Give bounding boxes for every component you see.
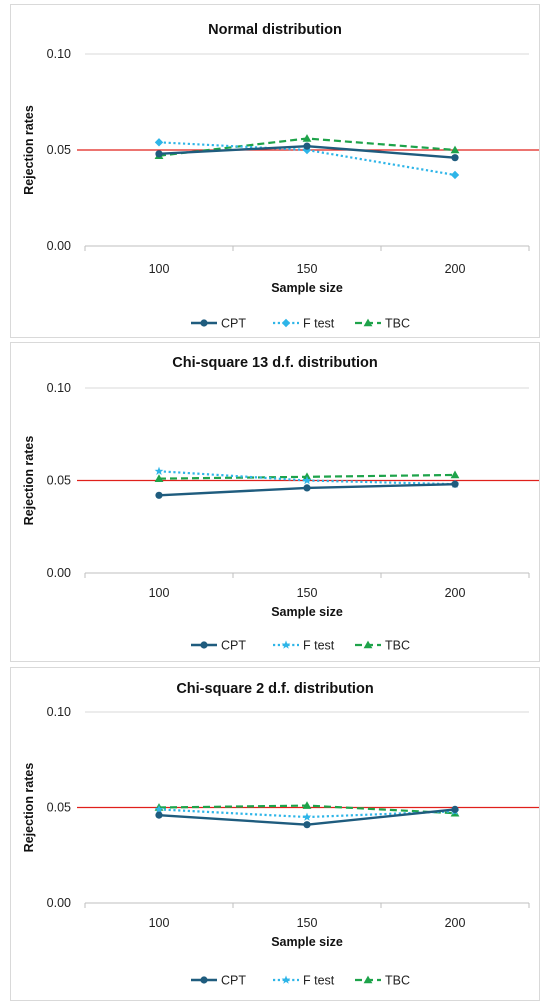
legend: CPT F test TBC xyxy=(191,639,410,653)
y-tick-label: 0.00 xyxy=(47,566,71,580)
legend-label: TBC xyxy=(385,974,410,988)
data-point xyxy=(451,154,459,162)
x-tick-label: 150 xyxy=(297,586,318,600)
legend-marker xyxy=(363,318,373,327)
data-point xyxy=(302,145,312,155)
y-tick-label: 0.05 xyxy=(47,801,71,815)
legend-label: CPT xyxy=(221,317,246,331)
legend-label: CPT xyxy=(221,639,246,653)
legend-item: CPT xyxy=(191,974,246,988)
y-tick-label: 0.05 xyxy=(47,474,71,488)
legend-item: TBC xyxy=(355,317,410,331)
legend-marker xyxy=(281,318,291,328)
data-point xyxy=(451,805,459,814)
series-f-test xyxy=(154,138,460,180)
legend-item: CPT xyxy=(191,639,246,653)
data-point xyxy=(303,484,311,492)
x-tick-label: 150 xyxy=(297,262,318,276)
legend-label: F test xyxy=(303,639,335,653)
chart-panel-chi2: Chi-square 2 d.f. distribution 0.00 0.05 0.… xyxy=(10,667,540,1001)
legend-item: TBC xyxy=(355,974,410,988)
data-point xyxy=(302,134,312,142)
legend: CPT F test TBC xyxy=(191,317,410,331)
legend-marker xyxy=(281,975,291,984)
y-axis-title: Rejection rates xyxy=(22,105,36,195)
legend: CPT F test TBC xyxy=(191,974,410,988)
legend-label: F test xyxy=(303,317,335,331)
data-point xyxy=(302,812,312,821)
data-point xyxy=(154,466,164,475)
data-point xyxy=(302,801,312,809)
data-point xyxy=(450,170,460,180)
legend-marker xyxy=(363,975,373,984)
legend-item: F test xyxy=(273,639,335,653)
chart-title: Normal distribution xyxy=(208,22,342,38)
legend-item: F test xyxy=(273,974,335,988)
data-point xyxy=(451,480,459,488)
chart-chi2: Chi-square 2 d.f. distribution 0.00 0.05 0.… xyxy=(22,681,539,988)
chart-panel-normal: Normal distribution 0.00 0.05 0.10 100 150 200… xyxy=(10,4,540,338)
x-tick-label: 100 xyxy=(149,262,170,276)
legend-label: TBC xyxy=(385,317,410,331)
series-cpt xyxy=(155,805,459,829)
data-point xyxy=(154,474,164,482)
legend-marker xyxy=(281,640,291,649)
x-tick-label: 200 xyxy=(445,262,466,276)
data-point xyxy=(154,804,164,814)
series-line xyxy=(158,470,456,486)
data-point xyxy=(155,811,163,819)
series-cpt xyxy=(155,142,459,162)
chart-title: Chi-square 2 d.f. distribution xyxy=(176,681,373,697)
data-point xyxy=(155,150,163,158)
chart-title: Chi-square 13 d.f. distribution xyxy=(172,355,377,371)
chart-chi13: Chi-square 13 d.f. distribution 0.00 0.05 0… xyxy=(22,355,539,653)
x-axis-title: Sample size xyxy=(271,605,343,619)
series-line xyxy=(158,808,456,819)
data-point xyxy=(303,142,311,150)
y-tick-label: 0.00 xyxy=(47,239,71,253)
data-point xyxy=(302,475,312,485)
y-axis-title: Rejection rates xyxy=(22,763,36,853)
series-line xyxy=(158,141,456,177)
x-axis-title: Sample size xyxy=(271,281,343,295)
x-tick-label: 200 xyxy=(445,916,466,930)
x-tick-label: 150 xyxy=(297,916,318,930)
x-tick-label: 100 xyxy=(149,586,170,600)
data-point xyxy=(303,821,311,829)
legend-label: F test xyxy=(303,974,335,988)
chart-normal: Normal distribution 0.00 0.05 0.10 100 150 200… xyxy=(22,22,539,331)
y-axis-title: Rejection rates xyxy=(22,436,36,526)
legend-marker xyxy=(200,641,208,649)
y-tick-label: 0.00 xyxy=(47,896,71,910)
y-tick-label: 0.10 xyxy=(47,381,71,395)
legend-label: TBC xyxy=(385,639,410,653)
chart-panel-chi13: Chi-square 13 d.f. distribution 0.00 0.05 0… xyxy=(10,342,540,662)
data-point xyxy=(450,470,460,479)
series-cpt xyxy=(155,480,459,499)
data-point xyxy=(450,145,460,154)
legend-label: CPT xyxy=(221,974,246,988)
legend-item: F test xyxy=(273,317,335,331)
data-point xyxy=(154,138,164,147)
legend-marker xyxy=(200,976,208,984)
data-point xyxy=(155,491,163,499)
y-tick-label: 0.10 xyxy=(47,47,71,61)
legend-item: TBC xyxy=(355,639,410,653)
legend-marker xyxy=(363,640,373,649)
y-tick-label: 0.10 xyxy=(47,705,71,719)
x-axis-title: Sample size xyxy=(271,935,343,949)
legend-item: CPT xyxy=(191,317,246,331)
x-tick-label: 200 xyxy=(445,586,466,600)
x-tick-label: 100 xyxy=(149,916,170,930)
y-tick-label: 0.05 xyxy=(47,143,71,157)
legend-marker xyxy=(200,319,208,327)
